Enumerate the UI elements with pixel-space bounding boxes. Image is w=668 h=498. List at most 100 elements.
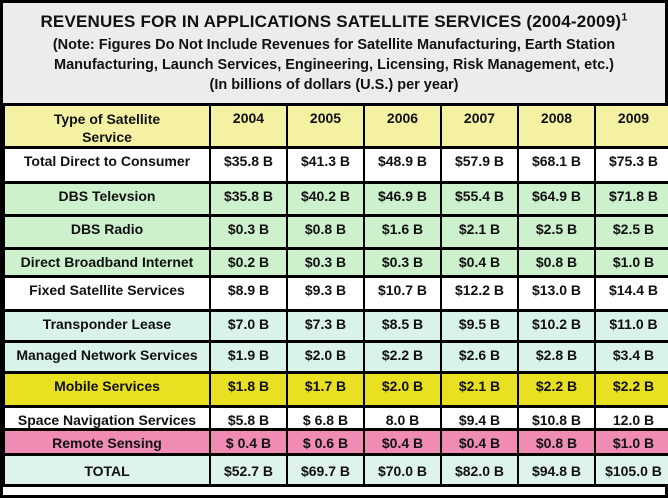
table-body: Total Direct to Consumer $35.8 B $41.3 B $4…	[3, 146, 668, 488]
value-cell: $2.5 B	[594, 214, 668, 251]
value-cell: $0.3 B	[363, 247, 442, 279]
page-title-text: REVENUES FOR IN APPLICATIONS SATELLITE S…	[40, 12, 622, 31]
table-row: Total Direct to Consumer $35.8 B $41.3 B $4…	[3, 146, 668, 185]
value-cell: $46.9 B	[363, 181, 442, 218]
revenue-table: Type of Satellite Service 2004 2005 2006 200…	[3, 102, 668, 488]
value-cell: $12.2 B	[440, 275, 519, 313]
note-line-1: (Note: Figures Do Not Include Revenues f…	[52, 36, 616, 53]
value-cell: $2.6 B	[440, 340, 519, 375]
row-label: DBS Radio	[3, 214, 211, 251]
row-label: Mobile Services	[3, 371, 211, 409]
value-cell: $48.9 B	[363, 146, 442, 185]
value-cell: $9.5 B	[440, 309, 519, 344]
header-cell-year: 2004	[209, 102, 288, 150]
value-cell: $0.4 B	[440, 247, 519, 279]
header-cell-year: 2009	[594, 102, 668, 150]
row-label: DBS Televsion	[3, 181, 211, 218]
value-cell: $2.8 B	[517, 340, 596, 375]
table-row: DBS Televsion $35.8 B $40.2 B $46.9 B $55.4 …	[3, 181, 668, 218]
value-cell: 12.0 B	[594, 405, 668, 432]
value-cell: $40.2 B	[286, 181, 365, 218]
value-cell: $2.1 B	[440, 371, 519, 409]
row-label: TOTAL	[3, 453, 211, 488]
value-cell: $0.3 B	[286, 247, 365, 279]
value-cell: $2.2 B	[594, 371, 668, 409]
value-cell: $3.4 B	[594, 340, 668, 375]
table-row: Space Navigation Services $5.8 B $ 6.8 B 8.…	[3, 405, 668, 432]
value-cell: $52.7 B	[209, 453, 288, 488]
value-cell: $70.0 B	[363, 453, 442, 488]
table-row: Transponder Lease $7.0 B $7.3 B $8.5 B $9.5 …	[3, 309, 668, 344]
units-line: (In billions of dollars (U.S.) per year)	[209, 76, 459, 93]
value-cell: $64.9 B	[517, 181, 596, 218]
row-label: Managed Network Services	[3, 340, 211, 375]
header-row: Type of Satellite Service 2004 2005 2006 200…	[3, 102, 668, 150]
value-cell: $11.0 B	[594, 309, 668, 344]
table-row: Managed Network Services $1.9 B $2.0 B $2.2…	[3, 340, 668, 375]
value-cell: $69.7 B	[286, 453, 365, 488]
header-cell-label: Type of Satellite Service	[3, 102, 211, 150]
value-cell: $57.9 B	[440, 146, 519, 185]
table-row: Mobile Services $1.8 B $1.7 B $2.0 B $2.1 B $…	[3, 371, 668, 409]
value-cell: $1.8 B	[209, 371, 288, 409]
value-cell: $ 0.6 B	[286, 428, 365, 457]
value-cell: $0.4 B	[363, 428, 442, 457]
row-label: Fixed Satellite Services	[3, 275, 211, 313]
header-cell-year: 2005	[286, 102, 365, 150]
row-label: Total Direct to Consumer	[3, 146, 211, 185]
value-cell: $5.8 B	[209, 405, 288, 432]
value-cell: $68.1 B	[517, 146, 596, 185]
value-cell: 8.0 B	[363, 405, 442, 432]
note-line-2: Manufacturing, Launch Services, Engineer…	[54, 56, 614, 73]
value-cell: $14.4 B	[594, 275, 668, 313]
row-label: Remote Sensing	[3, 428, 211, 457]
value-cell: $10.8 B	[517, 405, 596, 432]
value-cell: $2.0 B	[286, 340, 365, 375]
value-cell: $0.2 B	[209, 247, 288, 279]
value-cell: $55.4 B	[440, 181, 519, 218]
value-cell: $1.7 B	[286, 371, 365, 409]
value-cell: $2.2 B	[363, 340, 442, 375]
value-cell: $7.3 B	[286, 309, 365, 344]
value-cell: $9.4 B	[440, 405, 519, 432]
table-row: TOTAL $52.7 B $69.7 B $70.0 B $82.0 B $94.8 B…	[3, 453, 668, 488]
value-cell: $82.0 B	[440, 453, 519, 488]
value-cell: $75.3 B	[594, 146, 668, 185]
value-cell: $94.8 B	[517, 453, 596, 488]
value-cell: $8.5 B	[363, 309, 442, 344]
value-cell: $35.8 B	[209, 146, 288, 185]
value-cell: $1.0 B	[594, 428, 668, 457]
value-cell: $2.2 B	[517, 371, 596, 409]
table-header: Type of Satellite Service 2004 2005 2006 200…	[3, 102, 668, 150]
table-row: Remote Sensing $ 0.4 B $ 0.6 B $0.4 B $0.4 B…	[3, 428, 668, 457]
row-label: Direct Broadband Internet	[3, 247, 211, 279]
header-cell-year: 2006	[363, 102, 442, 150]
title-block: REVENUES FOR IN APPLICATIONS SATELLITE S…	[3, 3, 665, 103]
value-cell: $2.1 B	[440, 214, 519, 251]
value-cell: $10.7 B	[363, 275, 442, 313]
value-cell: $1.0 B	[594, 247, 668, 279]
value-cell: $35.8 B	[209, 181, 288, 218]
value-cell: $0.8 B	[517, 428, 596, 457]
table-row: Direct Broadband Internet $0.2 B $0.3 B $0.…	[3, 247, 668, 279]
value-cell: $ 6.8 B	[286, 405, 365, 432]
value-cell: $10.2 B	[517, 309, 596, 344]
table-row: DBS Radio $0.3 B $0.8 B $1.6 B $2.1 B $2.5 B $…	[3, 214, 668, 251]
page-title: REVENUES FOR IN APPLICATIONS SATELLITE S…	[13, 10, 655, 35]
value-cell: $2.5 B	[517, 214, 596, 251]
value-cell: $105.0 B	[594, 453, 668, 488]
value-cell: $9.3 B	[286, 275, 365, 313]
value-cell: $1.6 B	[363, 214, 442, 251]
value-cell: $8.9 B	[209, 275, 288, 313]
table-row: Fixed Satellite Services $8.9 B $9.3 B $10.…	[3, 275, 668, 313]
row-label: Space Navigation Services	[3, 405, 211, 432]
value-cell: $0.8 B	[517, 247, 596, 279]
value-cell: $0.3 B	[209, 214, 288, 251]
value-cell: $ 0.4 B	[209, 428, 288, 457]
value-cell: $7.0 B	[209, 309, 288, 344]
value-cell: $0.8 B	[286, 214, 365, 251]
value-cell: $41.3 B	[286, 146, 365, 185]
title-footnote-marker: 1	[621, 11, 628, 24]
header-cell-year: 2008	[517, 102, 596, 150]
